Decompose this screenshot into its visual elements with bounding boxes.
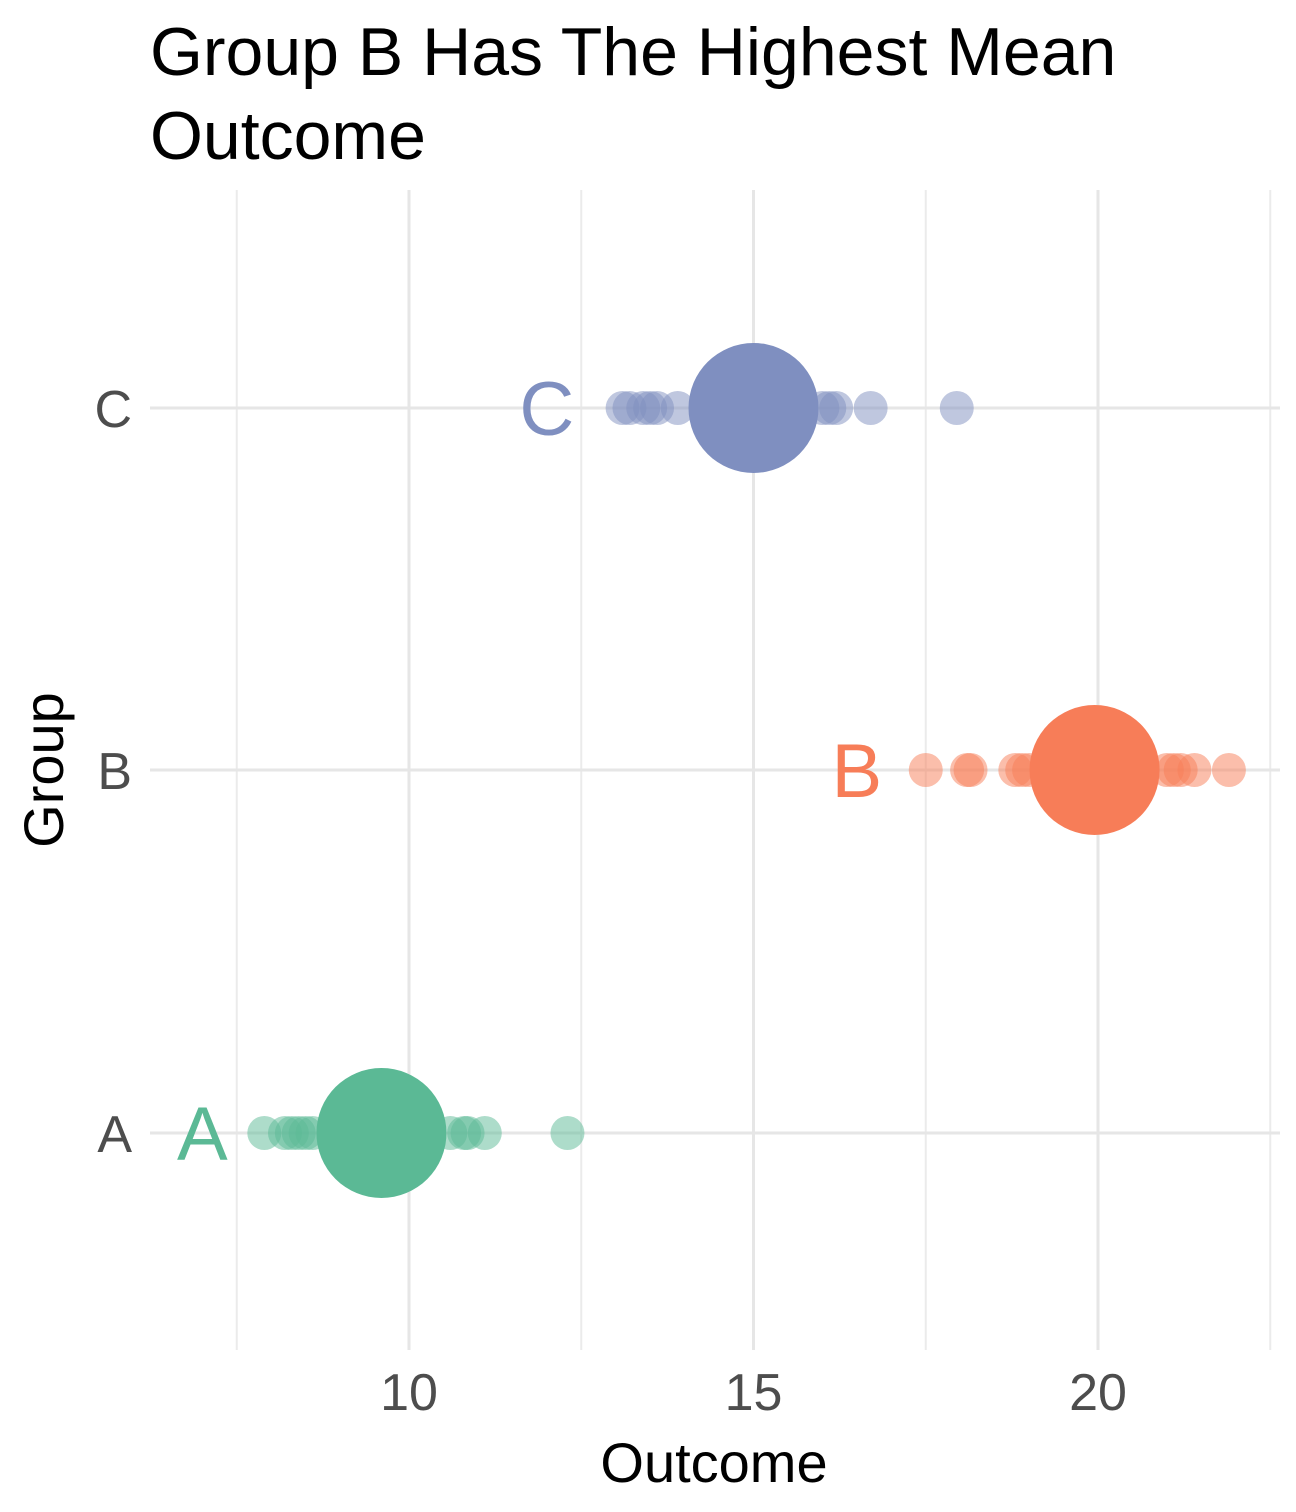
point-A-10 [550,1116,585,1150]
point-B-9 [1177,753,1212,787]
point-B-2 [953,753,988,787]
point-C-5 [660,391,695,425]
x-tick-label-1: 15 [725,1364,783,1422]
x-axis-title: Outcome [600,1431,827,1494]
y-tick-label-C: C [94,381,132,439]
y-tick-label-B: B [97,743,132,801]
point-B-0 [908,753,943,787]
mean-point-B [1029,705,1160,835]
y-axis-title: Group [12,692,75,848]
tick-labels: 10 15 20 A B C [94,381,1126,1422]
chart-title: Group B Has The Highest Mean Outcome [150,14,1117,174]
group-label-C: C [519,367,574,452]
x-tick-label-2: 20 [1069,1364,1127,1422]
point-B-10 [1211,753,1246,787]
point-C-10 [939,391,974,425]
data-points [247,343,1246,1198]
x-tick-label-0: 10 [380,1364,438,1422]
point-C-9 [853,391,888,425]
group-labels: A B C [177,367,882,1177]
mean-point-C [688,343,819,473]
mean-point-A [316,1068,447,1198]
group-label-A: A [177,1092,228,1177]
y-tick-label-A: A [97,1106,132,1164]
point-A-9 [467,1116,502,1150]
point-C-8 [819,391,854,425]
group-label-B: B [831,729,882,814]
